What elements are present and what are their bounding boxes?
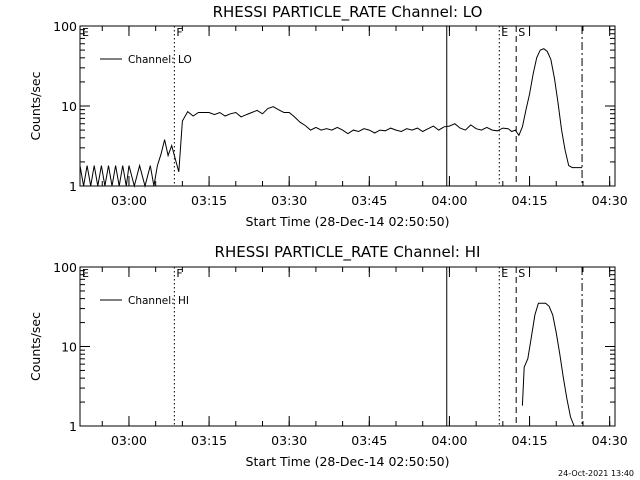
event-marker-label: F <box>176 267 182 280</box>
event-marker-label: F <box>176 26 182 39</box>
x-tick-label: 03:15 <box>191 433 227 448</box>
x-axis-label: Start Time (28-Dec-14 02:50:50) <box>246 214 450 229</box>
x-tick-label: 04:15 <box>512 193 548 208</box>
y-tick-label: 1 <box>69 179 77 194</box>
y-tick-label: 100 <box>53 19 77 34</box>
y-tick-label: 100 <box>53 260 77 275</box>
x-tick-label: 03:15 <box>191 193 227 208</box>
x-tick-label: 03:00 <box>111 433 147 448</box>
x-tick-label: 04:00 <box>431 193 467 208</box>
x-tick-label: 03:00 <box>111 193 147 208</box>
x-tick-label: 04:15 <box>512 433 548 448</box>
panel-lo: 1 10 100 03:00 03:15 03:30 03:45 04:00 04:15 04:3… <box>28 3 628 229</box>
x-tick-label: 03:45 <box>351 193 387 208</box>
x-tick-label: 03:30 <box>271 433 307 448</box>
y-tick-label: 10 <box>61 340 77 355</box>
x-tick-label: 04:30 <box>592 193 628 208</box>
legend-label: Channel: HI <box>128 295 189 307</box>
event-marker-label: E <box>501 267 508 280</box>
y-axis-label: Counts/sec <box>28 71 43 140</box>
series-line <box>79 48 583 188</box>
series-line <box>521 302 575 427</box>
y-tick-label: 1 <box>69 419 77 434</box>
x-tick-label: 04:30 <box>592 433 628 448</box>
y-axis-label: Counts/sec <box>28 312 43 381</box>
event-marker-label: S <box>518 267 525 280</box>
chart-title: RHESSI PARTICLE_RATE Channel: HI <box>215 243 481 262</box>
plot-frame <box>79 25 616 187</box>
y-tick-label: 10 <box>61 99 77 114</box>
panel-hi: 1 10 100 03:00 03:15 03:30 03:45 04:00 04:15 04:3… <box>28 243 628 469</box>
event-marker-label: E <box>501 26 508 39</box>
x-tick-label: 03:30 <box>271 193 307 208</box>
plot-frame <box>79 266 616 427</box>
chart-title: RHESSI PARTICLE_RATE Channel: LO <box>213 3 483 22</box>
event-marker-label: S <box>518 26 525 39</box>
legend-label: Channel: LO <box>128 54 192 66</box>
x-tick-label: 04:00 <box>431 433 467 448</box>
event-marker-label: E <box>82 267 89 280</box>
event-marker-label: E <box>82 26 89 39</box>
x-tick-label: 03:45 <box>351 433 387 448</box>
x-axis-label: Start Time (28-Dec-14 02:50:50) <box>246 454 450 469</box>
timestamp-footer: 24-Oct-2021 13:40 <box>558 469 634 478</box>
